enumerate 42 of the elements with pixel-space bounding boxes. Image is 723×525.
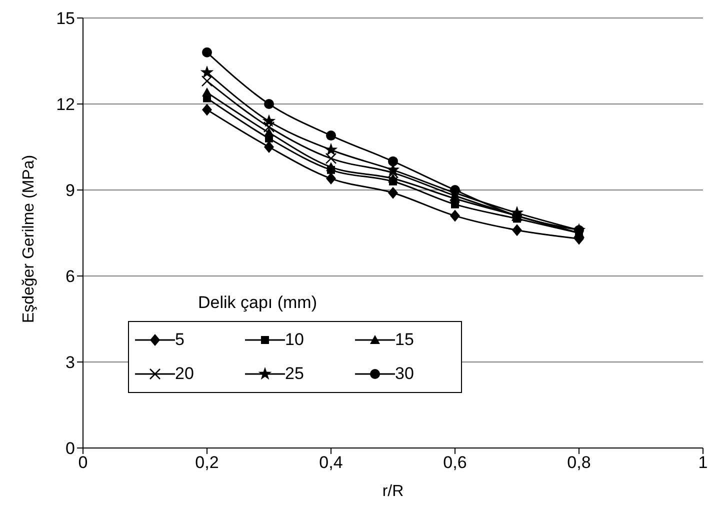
- legend-title: Delik çapı (mm): [198, 293, 318, 313]
- point: [388, 156, 398, 166]
- y-tick-label: 12: [56, 95, 75, 114]
- point: [202, 47, 212, 58]
- x-tick-label: 0,8: [567, 453, 591, 472]
- x-axis-title: r/R: [382, 483, 404, 500]
- x-tick-label: 1: [698, 453, 708, 472]
- point: [512, 224, 522, 236]
- legend-label: 10: [285, 330, 304, 350]
- x-tick-label: 0: [78, 453, 88, 472]
- y-tick-label: 9: [66, 181, 75, 200]
- point: [264, 128, 274, 137]
- point: [326, 162, 336, 172]
- x-tick-label: 0,4: [319, 453, 343, 472]
- y-tick-label: 6: [66, 267, 75, 286]
- point: [263, 121, 275, 133]
- point: [264, 99, 274, 109]
- point: [324, 142, 338, 156]
- point: [326, 130, 336, 141]
- point: [202, 104, 212, 116]
- legend-label: 15: [395, 330, 414, 350]
- point: [201, 75, 213, 87]
- legend-label: 20: [175, 364, 194, 384]
- point: [325, 152, 337, 164]
- y-tick-label: 0: [66, 439, 75, 458]
- point: [202, 88, 212, 97]
- point: [262, 114, 276, 127]
- point: [450, 185, 460, 195]
- legend-label: 5: [175, 330, 184, 350]
- point: [388, 186, 398, 199]
- y-tick-label: 15: [56, 9, 75, 28]
- legend-label: 25: [285, 364, 304, 384]
- y-tick-label: 3: [66, 353, 75, 372]
- point: [388, 174, 398, 183]
- x-tick-label: 0,2: [195, 453, 219, 472]
- point: [450, 210, 460, 222]
- y-axis-title: Eşdeğer Gerilme (MPa): [20, 154, 38, 323]
- point: [264, 141, 274, 153]
- x-tick-label: 0,6: [443, 453, 467, 472]
- point: [326, 172, 336, 185]
- point: [200, 65, 214, 78]
- legend-label: 30: [395, 364, 414, 384]
